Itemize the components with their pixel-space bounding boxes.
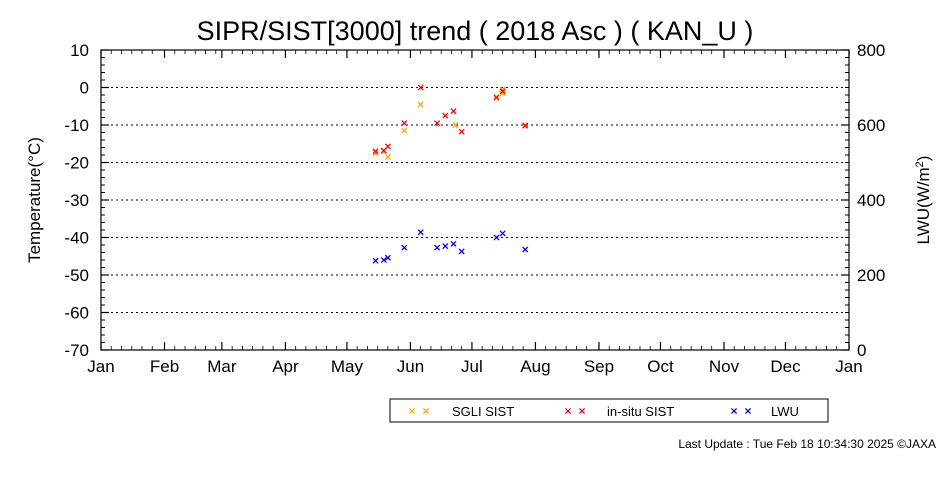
data-point — [450, 108, 457, 115]
x-tick-label: Nov — [709, 357, 740, 376]
data-point — [434, 244, 441, 251]
data-point — [458, 248, 465, 255]
legend-marker — [408, 407, 416, 415]
data-point — [499, 90, 506, 97]
data-point — [434, 120, 441, 127]
x-tick-label: Aug — [520, 357, 550, 376]
data-point — [442, 112, 449, 119]
data-point — [401, 120, 408, 127]
y-tick-label: 10 — [70, 41, 89, 60]
data-point — [384, 143, 391, 150]
data-point — [417, 229, 424, 236]
y2-tick-label: 800 — [857, 41, 885, 60]
x-tick-label: Mar — [207, 357, 237, 376]
y2-tick-label: 0 — [857, 341, 866, 360]
y2-tick-label: 600 — [857, 116, 885, 135]
x-tick-label: Apr — [272, 357, 299, 376]
y2-tick-label: 400 — [857, 191, 885, 210]
data-point — [384, 254, 391, 261]
legend-marker — [730, 407, 738, 415]
data-point — [380, 256, 387, 264]
y-tick-label: -70 — [64, 341, 89, 360]
x-tick-label: Jan — [835, 357, 862, 376]
data-point — [522, 246, 529, 253]
data-point — [372, 150, 379, 157]
x-tick-label: Jan — [87, 357, 114, 376]
x-tick-labels: Jan Feb Mar Apr May Jun Jul Aug Sep Oct Nov Dec Jan — [87, 357, 862, 376]
x-tick-label: Oct — [647, 357, 674, 376]
data-point — [417, 84, 424, 91]
data-point — [522, 122, 529, 129]
data-point — [499, 230, 506, 237]
data-point — [450, 240, 457, 247]
x-tick-label: Sep — [584, 357, 614, 376]
y2-axis-label-sup: 2 — [914, 161, 926, 167]
legend-label: in-situ SIST — [607, 404, 674, 419]
legend-label: LWU — [771, 404, 799, 419]
y-tick-label: -60 — [64, 304, 89, 323]
y-tick-label: -30 — [64, 191, 89, 210]
y2-axis-label-tail: ) — [914, 156, 933, 162]
y-tick-label: 0 — [80, 79, 89, 98]
axis-ticks — [100, 49, 850, 351]
data-point — [417, 101, 424, 108]
x-tick-label: Dec — [770, 357, 801, 376]
legend-item: SGLI SIST — [408, 404, 514, 419]
data-point — [458, 128, 465, 135]
data-point — [401, 127, 408, 134]
y-tick-label: -20 — [64, 154, 89, 173]
data-point — [499, 88, 506, 95]
legend: SGLI SIST in-situ SIST LWU — [389, 398, 829, 423]
y2-axis-label-main: LWU(W/m — [914, 167, 933, 244]
data-point — [493, 94, 500, 101]
legend-item: LWU — [730, 404, 799, 419]
legend-marker — [744, 407, 752, 415]
y-tick-label: -10 — [64, 116, 89, 135]
last-update-footer: Last Update : Tue Feb 18 10:34:30 2025 ©… — [678, 437, 936, 451]
legend-marker — [578, 407, 586, 415]
y2-tick-label: 200 — [857, 266, 885, 285]
data-point — [442, 243, 449, 250]
y2-tick-labels: 800 600 400 200 0 — [857, 41, 885, 360]
data-point — [493, 234, 500, 241]
data-point — [372, 148, 379, 155]
grid-lines — [101, 87, 849, 313]
data-points — [372, 84, 529, 264]
y-tick-labels: 10 0 -10 -20 -30 -40 -50 -60 -70 — [64, 41, 89, 360]
data-point — [452, 121, 459, 129]
legend-marker — [422, 407, 430, 415]
chart-title: SIPR/SIST[3000] trend ( 2018 Asc ) ( KAN… — [197, 16, 754, 46]
y-tick-label: -50 — [64, 266, 89, 285]
x-tick-label: Feb — [150, 357, 179, 376]
legend-label: SGLI SIST — [452, 404, 514, 419]
y-tick-label: -40 — [64, 229, 89, 248]
data-point — [401, 244, 408, 251]
y-axis-label: Temperature(°C) — [25, 137, 44, 263]
data-point — [384, 153, 391, 160]
x-tick-label: Jun — [397, 357, 424, 376]
legend-item: in-situ SIST — [564, 404, 674, 419]
x-tick-label: May — [331, 357, 364, 376]
y2-axis-label: LWU(W/m2) — [914, 156, 933, 245]
x-tick-label: Jul — [461, 357, 483, 376]
data-point — [372, 257, 379, 264]
legend-marker — [564, 407, 572, 415]
legend-box — [389, 398, 829, 423]
